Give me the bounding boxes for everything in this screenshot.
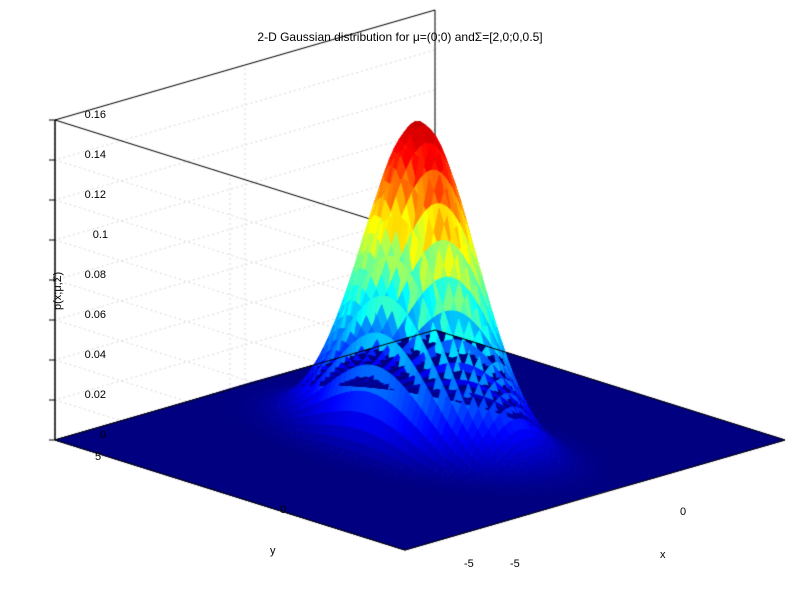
ztick-label-4: 0.08: [66, 269, 106, 281]
xtick-label-1: 0: [680, 506, 686, 518]
ztick-label-2: 0.04: [66, 349, 106, 361]
ztick-label-7: 0.14: [66, 149, 106, 161]
x-axis-label: x: [660, 549, 666, 561]
ztick-label-8: 0.16: [66, 109, 106, 121]
ztick-label-0: 0: [66, 429, 106, 441]
plot-title: 2-D Gaussian distribution for μ=(0;0) an…: [0, 30, 800, 44]
ztick-label-1: 0.02: [66, 389, 106, 401]
ytick-label-0: -5: [464, 558, 474, 570]
ytick-label-1: 0: [280, 504, 286, 516]
z-axis-label: p(x;μ,Σ): [52, 272, 64, 310]
plot-container: 2-D Gaussian distribution for μ=(0;0) an…: [0, 0, 800, 599]
ytick-label-2: 5: [95, 451, 101, 463]
ztick-label-3: 0.06: [66, 309, 106, 321]
ztick-label-5: 0.1: [68, 229, 108, 241]
xtick-label-0: -5: [510, 558, 520, 570]
y-axis-label: y: [270, 545, 276, 557]
ztick-label-6: 0.12: [66, 189, 106, 201]
